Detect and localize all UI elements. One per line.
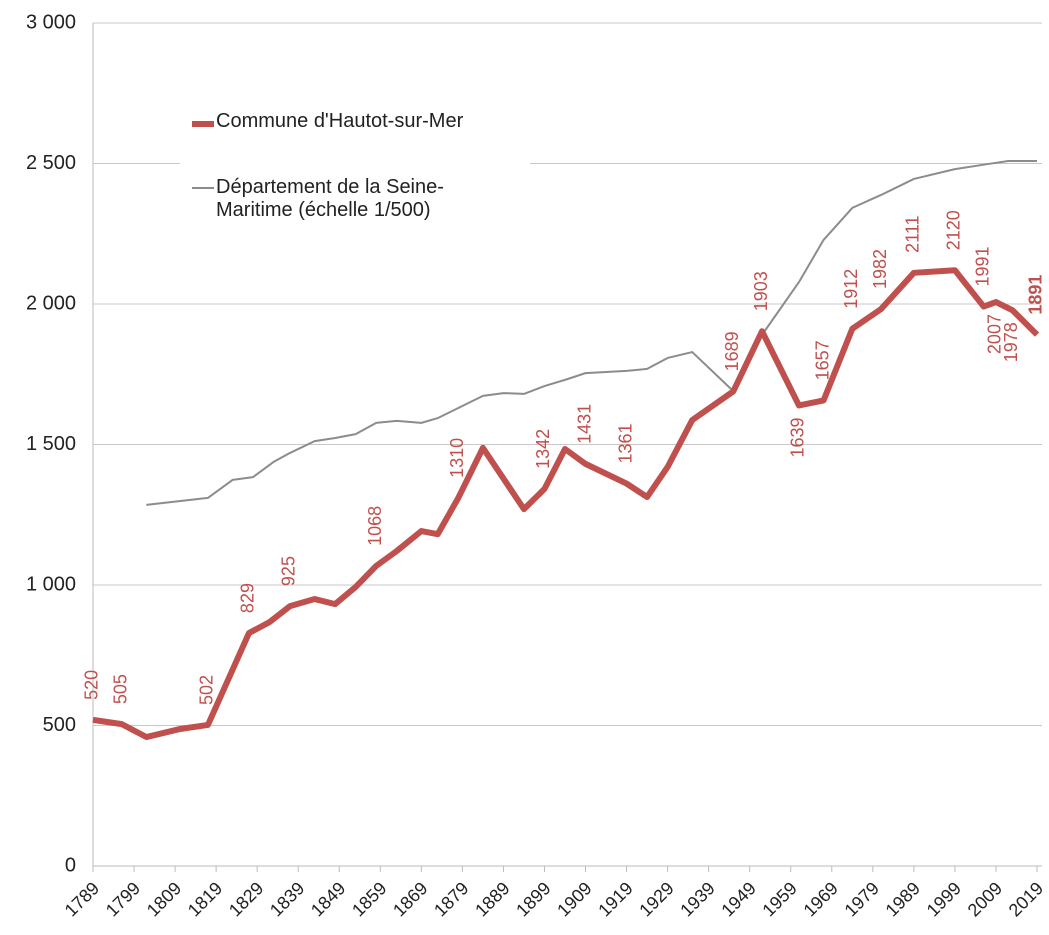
legend-label: Département de la Seine-Maritime (échell… [216,176,444,221]
x-tick-label: 1839 [266,878,308,920]
y-tick-label: 1 500 [26,433,76,455]
x-tick-label: 1989 [882,878,924,920]
data-label: 505 [110,674,130,704]
x-tick-label: 2009 [964,878,1006,920]
y-tick-label: 2 000 [26,292,76,314]
x-tick-label: 1899 [512,878,554,920]
x-tick-label: 1949 [717,878,759,920]
data-label: 925 [279,556,299,586]
x-tick-label: 1959 [758,878,800,920]
x-tick-label: 1859 [348,878,390,920]
data-label: 1903 [751,271,771,311]
data-label: 1068 [365,506,385,546]
x-tick-label: 1819 [184,878,226,920]
series-line [146,159,1037,506]
y-tick-label: 2 500 [26,152,76,174]
x-tick-label: 1809 [143,878,185,920]
y-tick-label: 0 [65,854,76,876]
data-label: 1431 [574,404,594,444]
x-tick-label: 1999 [923,878,965,920]
legend-swatch [192,121,214,127]
data-label: 520 [82,670,102,700]
y-tick-label: 500 [43,714,76,736]
data-label: 1982 [870,249,890,289]
x-tick-label: 1849 [307,878,349,920]
data-label: 502 [197,675,217,705]
data-label: 1639 [788,417,808,457]
data-label: 2007 [985,314,1005,354]
x-tick-label: 1799 [102,878,144,920]
x-tick-label: 1869 [389,878,431,920]
data-label: 1689 [722,331,742,371]
x-tick-label: 1979 [841,878,883,920]
series-line [92,267,1040,741]
legend-label: Commune d'Hautot-sur-Mer [216,110,464,132]
legend-entry: Département de la Seine-Maritime (échell… [192,176,492,222]
x-tick-label: 1929 [635,878,677,920]
data-label: 1657 [812,340,832,380]
x-tick-label: 1889 [471,878,513,920]
x-tick-label: 1919 [594,878,636,920]
data-label: 2111 [903,215,923,252]
legend-entry: Commune d'Hautot-sur-Mer [192,110,463,133]
x-tick-label: 1829 [225,878,267,920]
data-label: 1361 [615,424,635,464]
x-tick-label: 1969 [800,878,842,920]
y-tick-label: 1 000 [26,573,76,595]
x-tick-label: 1939 [676,878,718,920]
x-tick-label: 2019 [1005,878,1047,920]
y-tick-label: 3 000 [26,11,76,33]
x-tick-label: 1879 [430,878,472,920]
x-tick-label: 1909 [553,878,595,920]
data-label: 1978 [1001,322,1021,362]
data-label: 2120 [944,210,964,250]
legend: Commune d'Hautot-sur-Mer Département de … [180,100,530,245]
data-label: 1891 [1026,275,1046,315]
data-label: 1912 [841,269,861,309]
data-label: 1991 [972,246,992,286]
legend-swatch [192,187,214,189]
data-label: 829 [238,583,258,613]
data-label: 1310 [447,438,467,478]
data-label: 1342 [533,429,553,469]
x-tick-label: 1789 [61,878,103,920]
